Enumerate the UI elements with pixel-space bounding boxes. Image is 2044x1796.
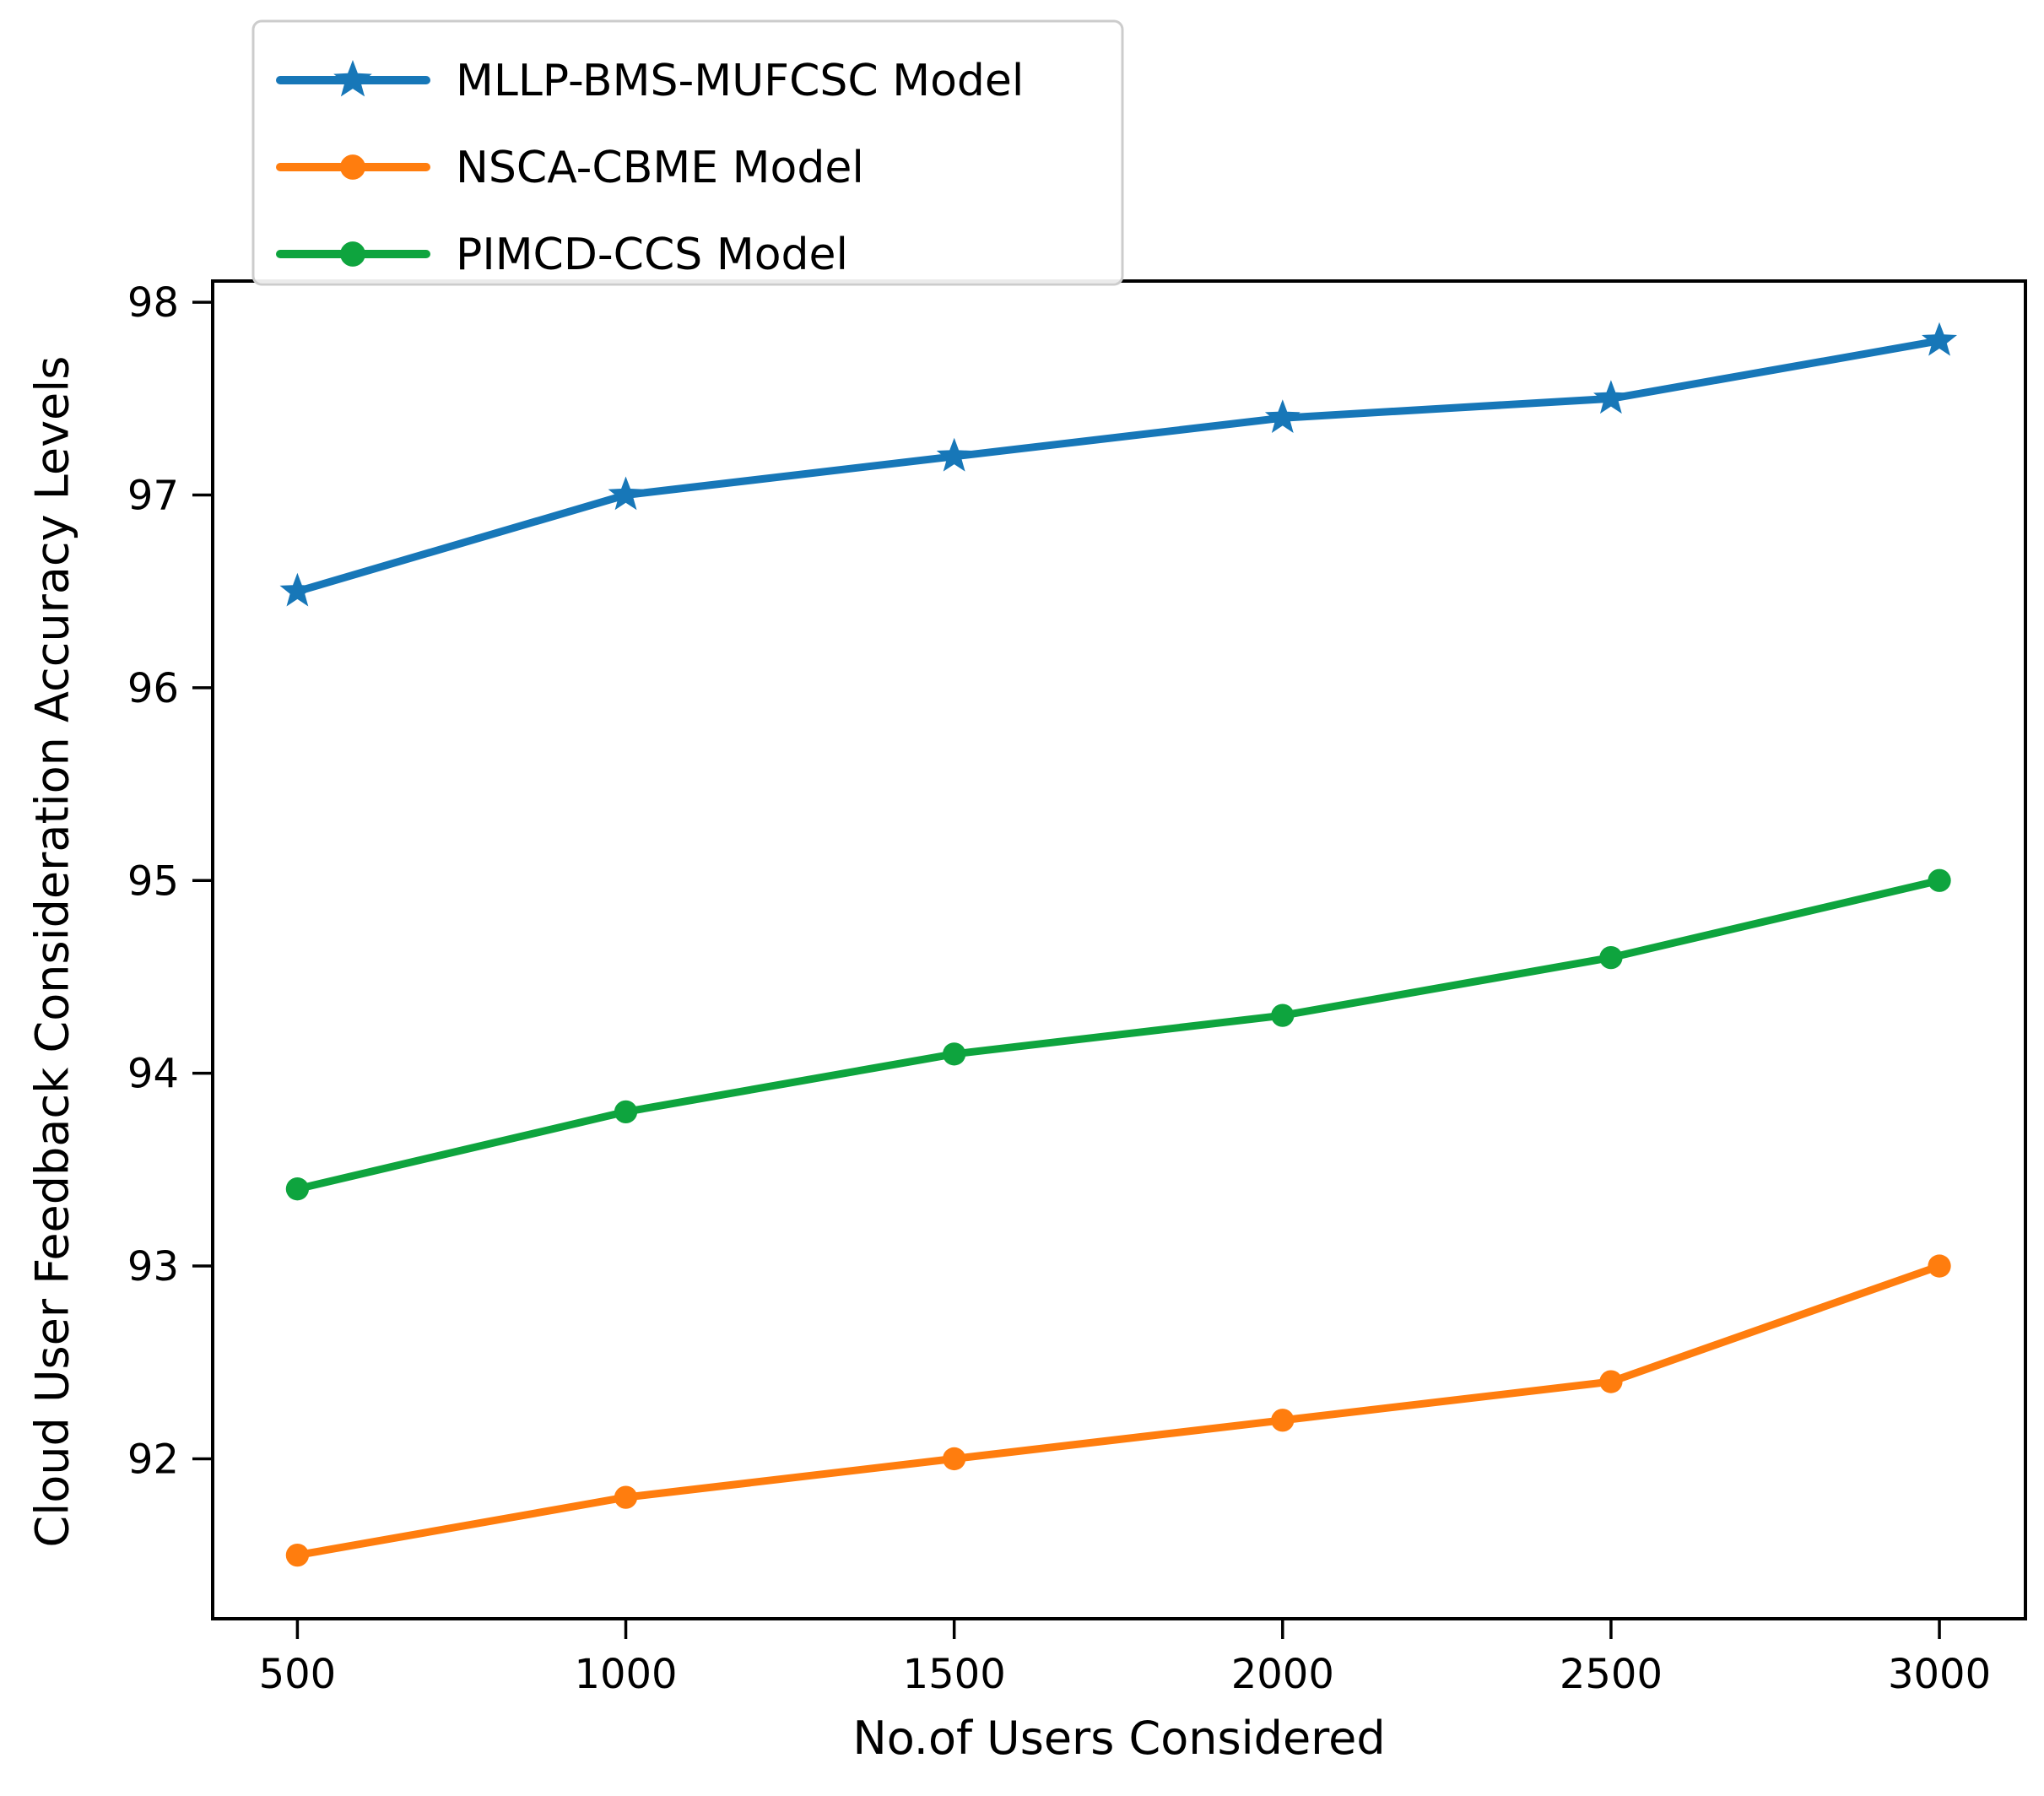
y-tick-label: 94 [127, 1051, 179, 1098]
data-point-marker [608, 476, 644, 511]
legend-item-2: PIMCD-CCS Model [276, 230, 848, 280]
legend-label: PIMCD-CCS Model [456, 230, 848, 280]
data-point-marker [1264, 399, 1300, 433]
x-axis-title: No.of Users Considered [852, 1712, 1386, 1765]
data-point-marker [333, 60, 372, 97]
x-tick-label: 3000 [1888, 1651, 1991, 1698]
data-point-marker [1928, 868, 1951, 892]
legend-box [251, 19, 1124, 286]
y-axis-title: Cloud User Feedback Consideration Accura… [25, 355, 79, 1548]
series-pimcd-ccs [285, 868, 1951, 1201]
legend-label: MLLP-BMS-MUFCSC Model [456, 56, 1024, 106]
data-point-marker [1271, 1409, 1295, 1432]
data-point-marker [943, 1042, 966, 1066]
data-point-marker [1593, 380, 1629, 414]
series-line [293, 337, 1944, 596]
legend-item-1: NSCA-CBME Model [276, 143, 864, 193]
x-tick-label: 500 [259, 1651, 337, 1698]
x-tick-label: 2000 [1231, 1651, 1334, 1698]
series-line [293, 876, 1944, 1193]
y-tick-label: 98 [127, 279, 179, 327]
data-point-marker [936, 437, 972, 472]
x-tick-label: 1000 [574, 1651, 677, 1698]
data-point-marker [340, 154, 365, 180]
y-tick-label: 92 [127, 1436, 179, 1483]
series-line [293, 1262, 1944, 1560]
x-tick-label: 1500 [903, 1651, 1006, 1698]
y-tick-label: 97 [127, 473, 179, 520]
y-tick-label: 96 [127, 665, 179, 712]
data-point-marker [1599, 1370, 1623, 1393]
data-point-marker [1271, 1003, 1295, 1027]
data-point-marker [279, 572, 316, 607]
legend-item-0: MLLP-BMS-MUFCSC Model [276, 56, 1024, 106]
plot-frame [211, 279, 2027, 1620]
data-point-marker [1928, 1254, 1951, 1278]
data-point-marker [1922, 322, 1957, 356]
x-axis-ticks: 500 1000 1500 2000 2500 3000 [259, 1619, 1991, 1698]
y-tick-label: 95 [127, 857, 179, 905]
data-point-marker [614, 1485, 638, 1509]
data-point-marker [1599, 945, 1623, 970]
data-point-marker [614, 1100, 638, 1123]
data-point-marker [340, 241, 365, 267]
x-tick-label: 2500 [1560, 1651, 1663, 1698]
legend-label: NSCA-CBME Model [456, 143, 864, 193]
series-nsca-cbme [285, 1254, 1951, 1567]
data-point-marker [943, 1447, 966, 1471]
y-tick-label: 93 [127, 1243, 179, 1290]
data-point-marker [285, 1543, 310, 1567]
y-axis-ticks: 92 93 94 95 96 97 98 [127, 279, 213, 1483]
series-mllp-bms-mufcsc [279, 322, 1957, 607]
legend: MLLP-BMS-MUFCSC Model NSCA-CBME Model PIMC… [251, 19, 1124, 286]
data-point-marker [285, 1177, 310, 1201]
